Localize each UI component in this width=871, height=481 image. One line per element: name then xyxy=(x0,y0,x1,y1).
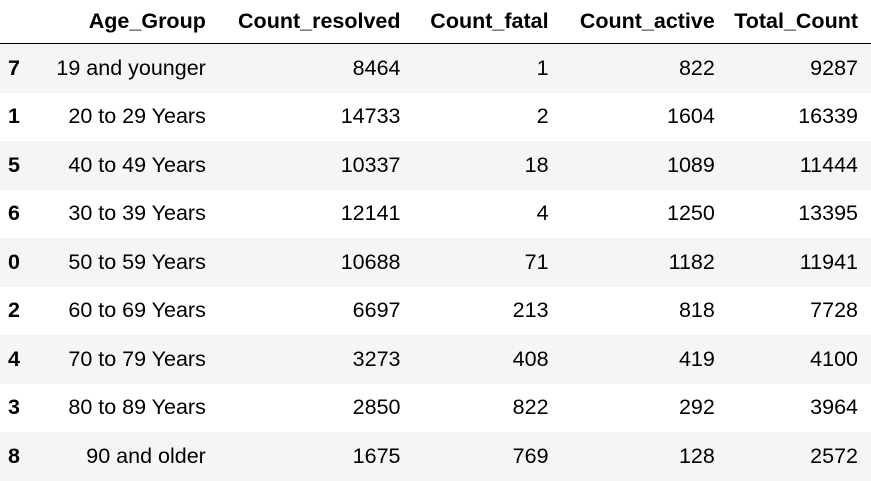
row-index: 0 xyxy=(8,249,20,274)
table-row: 5 40 to 49 Years 10337 18 1089 11444 xyxy=(0,141,871,190)
cell-age-group: 80 to 89 Years xyxy=(68,395,206,420)
cell-count-resolved: 8464 xyxy=(352,55,401,80)
cell-count-fatal: 4 xyxy=(536,201,549,226)
column-header-count-fatal: Count_fatal xyxy=(402,0,551,44)
cell-count-resolved: 2850 xyxy=(352,395,401,420)
cell-total-count: 4100 xyxy=(810,346,858,371)
column-header-count-resolved: Count_resolved xyxy=(207,0,403,44)
cell-count-active: 128 xyxy=(678,443,715,468)
column-header-age-group: Age_Group xyxy=(30,0,208,44)
cell-count-fatal: 1 xyxy=(536,55,549,80)
cell-count-fatal: 213 xyxy=(512,298,549,323)
cell-count-active: 822 xyxy=(678,55,715,80)
row-index: 8 xyxy=(8,443,20,468)
row-index: 1 xyxy=(8,104,20,129)
cell-age-group: 19 and younger xyxy=(56,55,206,80)
cell-age-group: 50 to 59 Years xyxy=(68,249,206,274)
cell-age-group: 60 to 69 Years xyxy=(68,298,206,323)
cell-count-resolved: 6697 xyxy=(352,298,401,323)
table-row: 4 70 to 79 Years 3273 408 419 4100 xyxy=(0,335,871,384)
cell-total-count: 2572 xyxy=(810,443,858,468)
row-index: 5 xyxy=(8,152,20,177)
cell-total-count: 13395 xyxy=(798,201,858,226)
cell-count-active: 1250 xyxy=(666,201,715,226)
row-index: 2 xyxy=(8,298,20,323)
header-row: Age_Group Count_resolved Count_fatal Cou… xyxy=(0,0,871,44)
cell-total-count: 16339 xyxy=(798,104,858,129)
cell-count-resolved: 14733 xyxy=(340,104,401,129)
row-index: 4 xyxy=(8,346,20,371)
table-row: 1 20 to 29 Years 14733 2 1604 16339 xyxy=(0,93,871,142)
cell-total-count: 11941 xyxy=(799,249,858,274)
row-index: 7 xyxy=(8,55,20,80)
cell-count-active: 1182 xyxy=(668,249,715,274)
cell-count-active: 818 xyxy=(678,298,715,323)
cell-count-fatal: 71 xyxy=(524,249,549,274)
column-header-count-active: Count_active xyxy=(550,0,717,44)
table-row: 6 30 to 39 Years 12141 4 1250 13395 xyxy=(0,190,871,239)
cell-count-fatal: 769 xyxy=(512,443,549,468)
cell-total-count: 11444 xyxy=(799,152,858,177)
index-header xyxy=(0,0,31,44)
table-row: 7 19 and younger 8464 1 822 9287 xyxy=(0,43,871,93)
table-row: 2 60 to 69 Years 6697 213 818 7728 xyxy=(0,287,871,336)
table-body: 7 19 and younger 8464 1 822 9287 1 20 to… xyxy=(0,43,871,481)
table-row: 3 80 to 89 Years 2850 822 292 3964 xyxy=(0,384,871,433)
cell-count-active: 1089 xyxy=(666,152,715,177)
cell-count-active: 292 xyxy=(678,395,715,420)
cell-count-active: 419 xyxy=(678,346,715,371)
cell-count-resolved: 12141 xyxy=(340,201,401,226)
column-header-total-count: Total_Count xyxy=(716,0,871,44)
cell-age-group: 30 to 39 Years xyxy=(68,201,206,226)
cell-age-group: 20 to 29 Years xyxy=(68,104,206,129)
cell-count-resolved: 1675 xyxy=(352,443,401,468)
cell-count-active: 1604 xyxy=(666,104,715,129)
cell-count-resolved: 10688 xyxy=(340,249,401,274)
cell-total-count: 3964 xyxy=(810,395,858,420)
cell-count-resolved: 3273 xyxy=(352,346,401,371)
table-row: 8 90 and older 1675 769 128 2572 xyxy=(0,432,871,481)
cell-age-group: 90 and older xyxy=(86,443,206,468)
cell-count-fatal: 18 xyxy=(524,152,549,177)
cell-count-fatal: 822 xyxy=(512,395,549,420)
cell-age-group: 70 to 79 Years xyxy=(68,346,206,371)
cell-age-group: 40 to 49 Years xyxy=(68,152,206,177)
cell-total-count: 9287 xyxy=(810,55,858,80)
cell-count-fatal: 408 xyxy=(512,346,549,371)
cell-total-count: 7728 xyxy=(810,298,858,323)
row-index: 3 xyxy=(8,395,20,420)
row-index: 6 xyxy=(8,201,20,226)
table-row: 0 50 to 59 Years 10688 71 1182 11941 xyxy=(0,238,871,287)
table-header: Age_Group Count_resolved Count_fatal Cou… xyxy=(0,0,871,44)
cell-count-resolved: 10337 xyxy=(340,152,401,177)
cell-count-fatal: 2 xyxy=(536,104,549,129)
